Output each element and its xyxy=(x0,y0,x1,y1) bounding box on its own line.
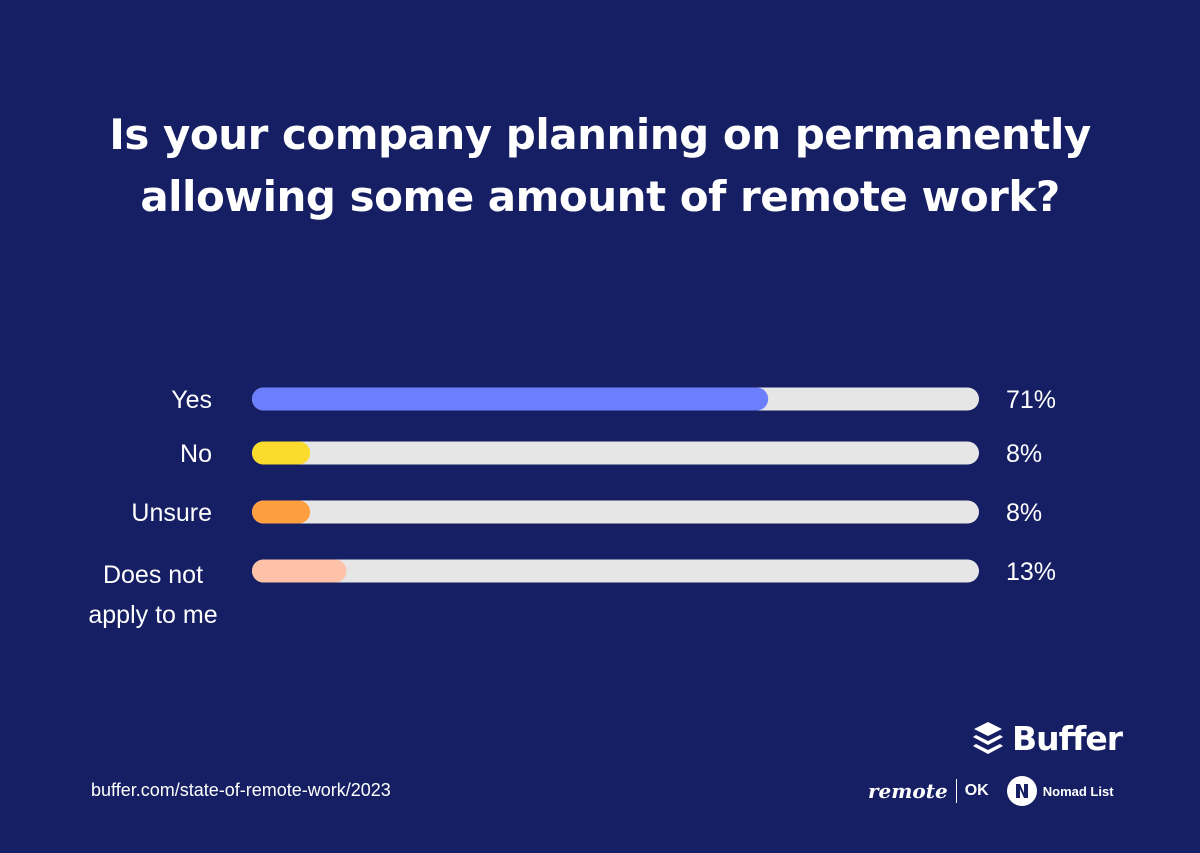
logo-divider xyxy=(955,779,957,803)
nomad-n-glyph xyxy=(1015,784,1028,798)
category-label: Yes xyxy=(171,386,212,414)
bar-yes xyxy=(252,387,769,411)
bar-does-not-apply-to-me xyxy=(252,559,347,583)
nomad-list-logo-text: Nomad List xyxy=(1042,783,1114,799)
bar-unsure xyxy=(252,500,311,524)
bar-track xyxy=(252,441,979,465)
remote-ok-logo-text: remote xyxy=(868,779,948,803)
value-label: 13% xyxy=(1006,558,1056,586)
bar-track xyxy=(252,559,979,583)
category-label: Does not apply to me xyxy=(88,561,217,629)
bar-no xyxy=(252,441,311,465)
stacked-layers-icon xyxy=(973,721,1003,754)
value-label: 8% xyxy=(1006,440,1042,468)
nomad-list-badge-icon xyxy=(1006,776,1037,806)
category-label: Unsure xyxy=(131,499,212,527)
chart-title: Is your company planning on permanently … xyxy=(109,110,1091,221)
buffer-wordmark: Buffer xyxy=(1012,719,1123,758)
partner-logos: remote OK Nomad List xyxy=(868,776,1114,806)
bar-track xyxy=(252,500,979,524)
value-label: 71% xyxy=(1006,386,1056,414)
remote-ok-ok-text: OK xyxy=(964,782,989,799)
source-url[interactable]: buffer.com/state-of-remote-work/2023 xyxy=(91,780,391,800)
value-label: 8% xyxy=(1006,499,1042,527)
category-label: No xyxy=(180,440,212,468)
buffer-logo: Buffer xyxy=(972,719,1123,758)
